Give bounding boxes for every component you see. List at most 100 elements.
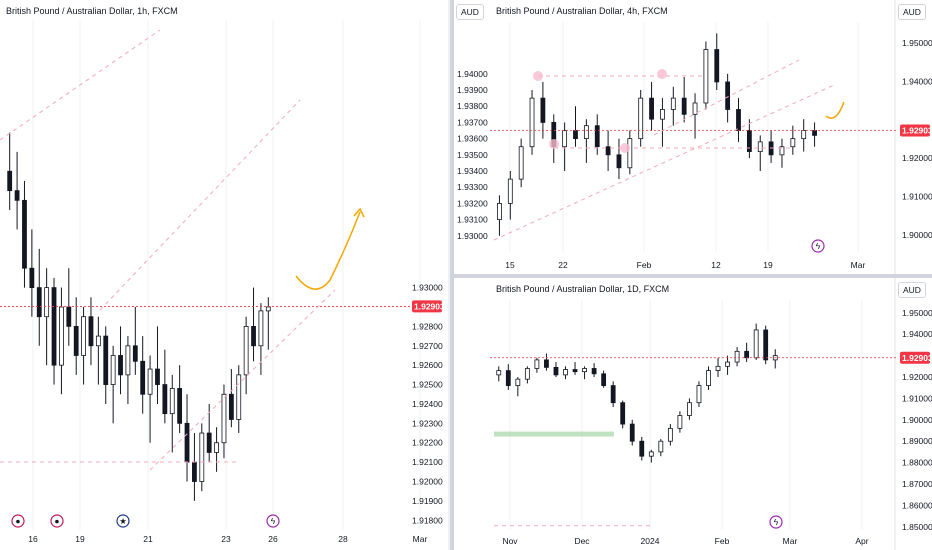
candle-body	[670, 97, 676, 110]
unit-label-4h-left: AUD	[456, 4, 484, 20]
candle-body	[515, 378, 521, 386]
candle-body	[627, 138, 633, 169]
candle-body	[236, 374, 242, 420]
y-tick-label-right: 1.92000	[902, 372, 932, 382]
x-tick-label: 21	[143, 534, 153, 544]
x-tick-label: Dec	[574, 536, 590, 546]
pivot-marker	[657, 69, 667, 79]
candle-body	[779, 146, 785, 156]
y-tick-label: 1.92700	[412, 341, 443, 351]
candle-body	[192, 461, 197, 482]
candle-body	[563, 369, 568, 376]
candle-body	[687, 402, 692, 416]
candle-body	[703, 49, 709, 104]
x-tick-label: 16	[28, 534, 38, 544]
candle-body	[155, 368, 160, 385]
y-tick-label-right: 1.91000	[902, 393, 932, 403]
candle-body	[616, 154, 622, 169]
candle-body	[147, 368, 153, 395]
middle-channel-line	[99, 99, 301, 311]
upper-trend-line	[653, 59, 800, 136]
x-tick-label: 23	[221, 534, 231, 544]
candle-body	[553, 366, 559, 376]
candle-body	[594, 125, 600, 148]
candle-body	[169, 388, 175, 415]
y-tick-label-left: 1.93300	[457, 182, 488, 192]
candle-body	[524, 368, 530, 380]
australia-flag-icon	[116, 514, 130, 528]
candle-body	[95, 335, 101, 347]
calendar-flag-icon	[11, 514, 25, 528]
projection-arrowhead	[353, 207, 365, 218]
candle-body	[714, 49, 720, 83]
candle-body	[36, 287, 42, 318]
candle-body	[258, 310, 264, 347]
candle-body	[715, 365, 721, 372]
candle-body	[507, 178, 513, 204]
projection-path	[825, 101, 845, 119]
candle-body	[658, 440, 664, 453]
x-tick-label: 26	[268, 534, 278, 544]
candle-body	[14, 190, 20, 201]
demand-zone	[494, 431, 614, 437]
candle-body	[725, 81, 731, 110]
lightning-event-icon	[769, 515, 783, 529]
candle-body	[582, 368, 587, 373]
candle-body	[22, 199, 27, 269]
y-tick-label-right: 1.89000	[902, 436, 932, 446]
chart-panel-1d[interactable]: British Pound / Australian Dollar, 1D, F…	[454, 278, 932, 550]
candle-body	[228, 393, 234, 420]
candle-body	[562, 130, 568, 148]
x-tick-label: Feb	[715, 536, 730, 546]
y-tick-label-right: 1.91000	[902, 191, 932, 201]
pivot-marker	[549, 139, 559, 149]
candle-body	[601, 373, 607, 386]
candle-body	[812, 130, 817, 136]
last-price-badge-text: 1.92903	[902, 126, 932, 136]
candle-body	[790, 138, 796, 148]
chart-1h-svg[interactable]: 1.93000 1.92800 1.92700 1.92600 1.92500 1.924…	[0, 0, 450, 550]
y-tick-label-left: 1.93800	[457, 101, 488, 111]
chart-panel-4h[interactable]: AUD British Pound / Australian Dollar, 4…	[454, 0, 932, 274]
y-tick-label-left: 1.93200	[457, 198, 488, 208]
lightning-event-icon	[266, 514, 280, 528]
x-tick-label: 22	[558, 260, 568, 270]
candle-body	[505, 370, 511, 386]
chart-1d-svg[interactable]: 1.95000 1.94000 1.92000 1.91000 1.90000 1.890…	[454, 278, 932, 550]
y-tick-label: 1.91900	[412, 496, 443, 506]
chart-4h-svg[interactable]: 1.94000 1.93900 1.93800 1.93700 1.93600 1.935…	[454, 0, 932, 274]
candle-body	[162, 384, 168, 415]
candle-body	[706, 370, 711, 386]
candle-body	[132, 345, 138, 362]
unit-label-1d-right: AUD	[898, 282, 926, 298]
pivot-marker	[533, 71, 543, 81]
x-tick-label: 2024	[641, 536, 660, 546]
candle-body	[638, 97, 644, 140]
y-tick-label-left: 1.93000	[457, 231, 488, 241]
candle-body	[529, 97, 535, 148]
candle-body	[744, 350, 750, 359]
y-tick-label: 1.93000	[412, 283, 443, 293]
y-tick-label: 1.92600	[412, 360, 443, 370]
chart-panel-1h[interactable]: British Pound / Australian Dollar, 1h, F…	[0, 0, 450, 550]
y-tick-label: 1.91800	[412, 515, 443, 525]
candle-body	[763, 329, 769, 361]
y-tick-label-right: 1.94000	[902, 76, 932, 86]
chart-title-4h: British Pound / Australian Dollar, 4h, F…	[496, 6, 668, 16]
x-tick-label: 15	[505, 260, 515, 270]
candle-body	[753, 329, 759, 359]
candle-body	[649, 97, 654, 120]
chart-title-1d: British Pound / Australian Dollar, 1D, F…	[496, 284, 670, 294]
candle-body	[184, 422, 190, 463]
candle-body	[696, 385, 702, 404]
candle-body	[573, 130, 578, 140]
upper-channel-line	[0, 29, 161, 141]
candle-body	[125, 345, 131, 376]
x-tick-label: Mar	[783, 536, 798, 546]
candle-body	[725, 361, 730, 367]
vertical-divider[interactable]	[450, 0, 454, 550]
y-tick-label-right: 1.85000	[902, 522, 932, 532]
horizontal-divider[interactable]	[454, 274, 932, 278]
projection-arrow-path	[295, 211, 361, 290]
y-tick-label: 1.92500	[412, 380, 443, 390]
